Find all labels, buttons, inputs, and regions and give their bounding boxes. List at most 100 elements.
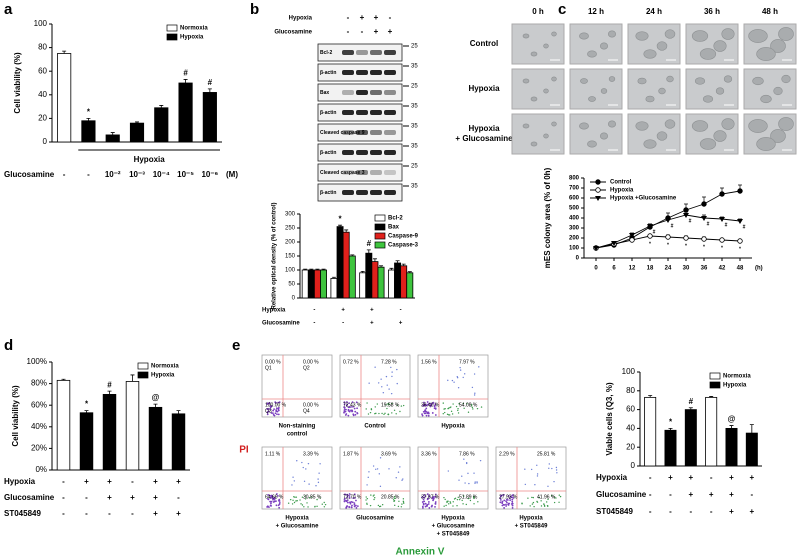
colony bbox=[702, 95, 714, 103]
event-dot bbox=[391, 402, 393, 405]
x-tick-label: 12 bbox=[629, 266, 636, 272]
event-dot bbox=[462, 503, 464, 505]
blot-band bbox=[342, 190, 354, 195]
flow-plot bbox=[339, 446, 411, 510]
bar bbox=[342, 231, 350, 299]
event-dot bbox=[383, 413, 385, 416]
y-tick-label: 400 bbox=[569, 216, 580, 222]
y-tick-label: 0 bbox=[292, 296, 296, 302]
marker bbox=[595, 196, 601, 201]
event-dot bbox=[344, 493, 347, 496]
event-dot bbox=[346, 499, 349, 502]
quadrant-value: 0.00 % bbox=[303, 359, 319, 365]
blot-row-label: Bcl-2 bbox=[320, 50, 332, 56]
event-dot bbox=[324, 503, 327, 506]
error-bar bbox=[62, 50, 67, 54]
event-dot bbox=[425, 414, 428, 417]
marker bbox=[719, 237, 725, 243]
blot-row-label: Bax bbox=[320, 90, 329, 96]
row-label: - bbox=[649, 473, 652, 482]
bar bbox=[644, 396, 657, 467]
event-dot bbox=[425, 404, 428, 407]
event-dot bbox=[275, 410, 278, 413]
event-dot bbox=[287, 502, 290, 504]
event-dot bbox=[480, 406, 483, 408]
event-dot bbox=[444, 411, 446, 414]
blot-band bbox=[384, 170, 396, 175]
unit-label: (M) bbox=[226, 170, 238, 179]
blot-header-name: Glucosamine bbox=[274, 30, 312, 36]
event-dot bbox=[278, 498, 281, 501]
event-dot bbox=[548, 463, 550, 465]
event-dot bbox=[423, 401, 425, 404]
significance-mark: * bbox=[669, 418, 673, 427]
event-dot bbox=[270, 504, 273, 507]
marker bbox=[701, 236, 707, 242]
event-dot bbox=[467, 497, 470, 500]
y-tick-label: 250 bbox=[285, 226, 296, 232]
event-dot bbox=[459, 369, 462, 371]
blot-band bbox=[342, 90, 354, 95]
event-dot bbox=[304, 498, 307, 500]
y-tick-label: 60% bbox=[31, 400, 47, 409]
marker bbox=[719, 191, 725, 197]
row-label: + bbox=[153, 477, 158, 486]
event-dot bbox=[355, 507, 358, 509]
bar bbox=[377, 266, 385, 299]
event-dot bbox=[390, 366, 392, 369]
event-dot bbox=[272, 409, 275, 412]
event-dot bbox=[400, 506, 403, 508]
column-label: 36 h bbox=[704, 7, 720, 16]
legend-swatch bbox=[166, 33, 178, 41]
bar bbox=[664, 429, 677, 467]
significance-mark: * bbox=[85, 400, 89, 409]
event-dot bbox=[296, 500, 298, 502]
marker bbox=[683, 213, 689, 218]
event-dot bbox=[373, 498, 375, 501]
blot-band bbox=[356, 130, 368, 135]
significance-mark: # bbox=[671, 223, 674, 229]
colony bbox=[756, 47, 776, 61]
event-dot bbox=[434, 407, 437, 410]
marker bbox=[701, 216, 707, 221]
row-name: Glucosamine bbox=[596, 490, 647, 499]
bar bbox=[406, 272, 414, 299]
bar bbox=[178, 82, 193, 143]
event-dot bbox=[289, 498, 292, 501]
x-tick-label: 42 bbox=[719, 266, 726, 272]
micrograph bbox=[743, 68, 797, 110]
event-dot bbox=[314, 505, 316, 508]
event-dot bbox=[553, 496, 556, 498]
size-marker: 35 bbox=[411, 104, 418, 110]
row-label: + bbox=[107, 477, 112, 486]
error-bar bbox=[331, 276, 336, 279]
error-bar bbox=[749, 424, 754, 434]
event-dot bbox=[301, 461, 303, 464]
event-dot bbox=[499, 499, 502, 501]
blot-band bbox=[370, 110, 382, 115]
row-label: + bbox=[749, 473, 754, 482]
event-dot bbox=[449, 501, 451, 503]
plot-label: + ST045849 bbox=[515, 524, 549, 530]
event-dot bbox=[500, 495, 502, 498]
event-dot bbox=[529, 505, 531, 507]
event-dot bbox=[503, 507, 506, 509]
event-dot bbox=[434, 496, 437, 498]
row-label: + bbox=[709, 490, 714, 499]
event-dot bbox=[315, 485, 317, 487]
plot-label: Hypoxia bbox=[441, 516, 465, 522]
event-dot bbox=[446, 501, 448, 504]
event-dot bbox=[434, 404, 436, 407]
row-label: + bbox=[688, 473, 693, 482]
row-label: - bbox=[62, 509, 65, 518]
event-dot bbox=[348, 493, 351, 495]
legend-label: Normoxia bbox=[151, 364, 179, 370]
event-dot bbox=[370, 494, 372, 496]
y-tick-label: 100 bbox=[622, 367, 636, 376]
row-label: - bbox=[62, 493, 65, 502]
event-dot bbox=[424, 505, 427, 508]
event-dot bbox=[295, 496, 298, 498]
event-dot bbox=[532, 496, 534, 499]
colony bbox=[587, 50, 597, 58]
